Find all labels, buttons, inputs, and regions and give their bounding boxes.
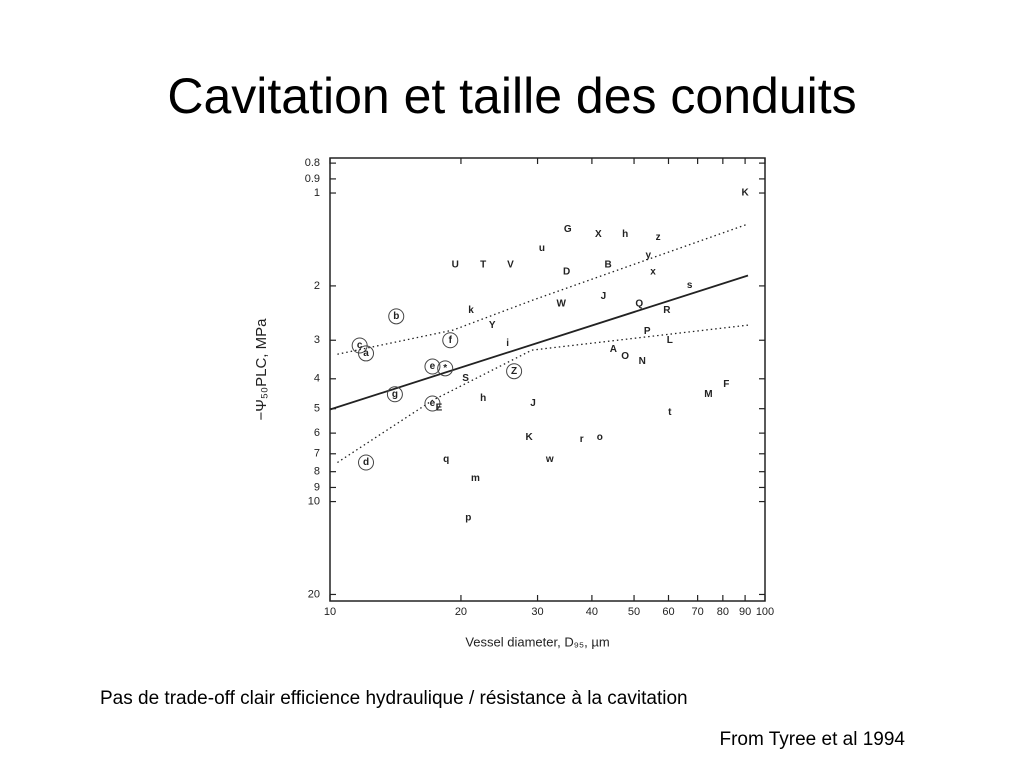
data-point: V (507, 260, 514, 271)
data-point: M (704, 389, 712, 400)
fit-line (329, 274, 749, 411)
data-point: k (468, 305, 474, 316)
point-circle (424, 358, 441, 375)
data-point: m (471, 473, 480, 484)
data-point: u (539, 243, 545, 254)
data-point: r (580, 434, 584, 445)
data-point: e (430, 361, 436, 372)
data-point: s (687, 280, 693, 291)
data-point: y (645, 250, 651, 261)
data-point: E (436, 402, 443, 413)
caption: Pas de trade-off clair efficience hydrau… (100, 688, 688, 709)
x-tick-label: 60 (662, 606, 674, 618)
data-point: T (480, 260, 486, 271)
y-tick-label: 3 (314, 334, 320, 346)
data-point: L (667, 335, 673, 346)
data-point: R (663, 305, 671, 316)
x-tick-label: 70 (691, 606, 703, 618)
point-circle (437, 360, 454, 377)
slide-title: Cavitation et taille des conduits (167, 68, 856, 124)
y-tick-label: 10 (308, 495, 320, 507)
data-point: O (621, 351, 629, 362)
data-point: * (443, 363, 447, 374)
y-tick-label: 0.8 (305, 157, 320, 169)
data-point: b (393, 311, 399, 322)
data-point: z (656, 232, 661, 243)
data-point: h (480, 393, 486, 404)
data-point: D (563, 266, 570, 277)
x-tick-label: 40 (586, 606, 598, 618)
y-tick-label: 6 (314, 427, 320, 439)
data-point: o (597, 432, 603, 443)
data-point: a (363, 348, 369, 359)
data-point: J (601, 291, 607, 302)
data-point: p (465, 513, 471, 524)
point-circle (388, 308, 405, 325)
y-tick-label: 7 (314, 448, 320, 460)
x-tick-label: 10 (324, 606, 336, 618)
x-tick-label: 50 (628, 606, 640, 618)
point-circle (351, 337, 368, 354)
x-tick-label: 100 (756, 606, 774, 618)
data-point: F (723, 379, 729, 390)
data-point: x (650, 266, 656, 277)
data-point: W (556, 299, 566, 310)
data-point: X (595, 229, 602, 240)
data-point: K (741, 188, 749, 199)
data-point: K (526, 432, 534, 443)
y-tick-label: 8 (314, 466, 320, 478)
x-tick-label: 30 (531, 606, 543, 618)
y-tick-label: 4 (314, 373, 320, 385)
y-tick-label: 1 (314, 187, 320, 199)
fit-line (337, 324, 749, 464)
y-tick-label: 9 (314, 481, 320, 493)
data-point: G (564, 224, 572, 235)
data-point: g (392, 389, 398, 400)
data-point: t (668, 407, 672, 418)
source: From Tyree et al 1994 (719, 729, 905, 750)
x-tick-label: 20 (455, 606, 467, 618)
data-point: f (449, 335, 453, 346)
x-axis-label: Vessel diameter, D₉₅, µm (465, 634, 609, 649)
x-tick-label: 80 (717, 606, 729, 618)
data-point: S (462, 373, 469, 384)
fit-line (337, 223, 749, 355)
data-point: Y (489, 320, 496, 331)
y-tick-label: 2 (314, 280, 320, 292)
y-tick-label: 20 (308, 588, 320, 600)
data-point: h (622, 229, 628, 240)
y-tick-label: 5 (314, 403, 320, 415)
point-circle (506, 363, 523, 380)
chart: 0.8 0.9 1 2 3 4 5 6 7 8 9 10 20 10 20 30 40 50 60 70 80 90 100… (253, 157, 774, 649)
data-point: c (357, 340, 363, 351)
point-circle (442, 332, 459, 349)
data-point: P (644, 326, 651, 337)
data-point: Z (511, 366, 517, 377)
data-point: N (639, 356, 646, 367)
data-point: A (610, 344, 617, 355)
data-point: U (452, 260, 459, 271)
plot-frame (329, 157, 766, 602)
x-tick-label: 90 (739, 606, 751, 618)
point-circle (386, 386, 403, 403)
data-point: d (363, 457, 369, 468)
point-circle (358, 454, 375, 471)
data-point: i (506, 338, 509, 349)
data-point: Q (635, 299, 643, 310)
point-circle (424, 395, 441, 412)
data-point: B (605, 260, 612, 271)
data-point: w (545, 454, 554, 465)
y-tick-label: 0.9 (305, 173, 320, 185)
point-circle (358, 345, 375, 362)
data-point: e (430, 398, 436, 409)
y-axis-label: −Ψ₅₀PLC, MPa (253, 318, 270, 421)
data-point: q (443, 454, 449, 465)
data-point: J (530, 398, 536, 409)
